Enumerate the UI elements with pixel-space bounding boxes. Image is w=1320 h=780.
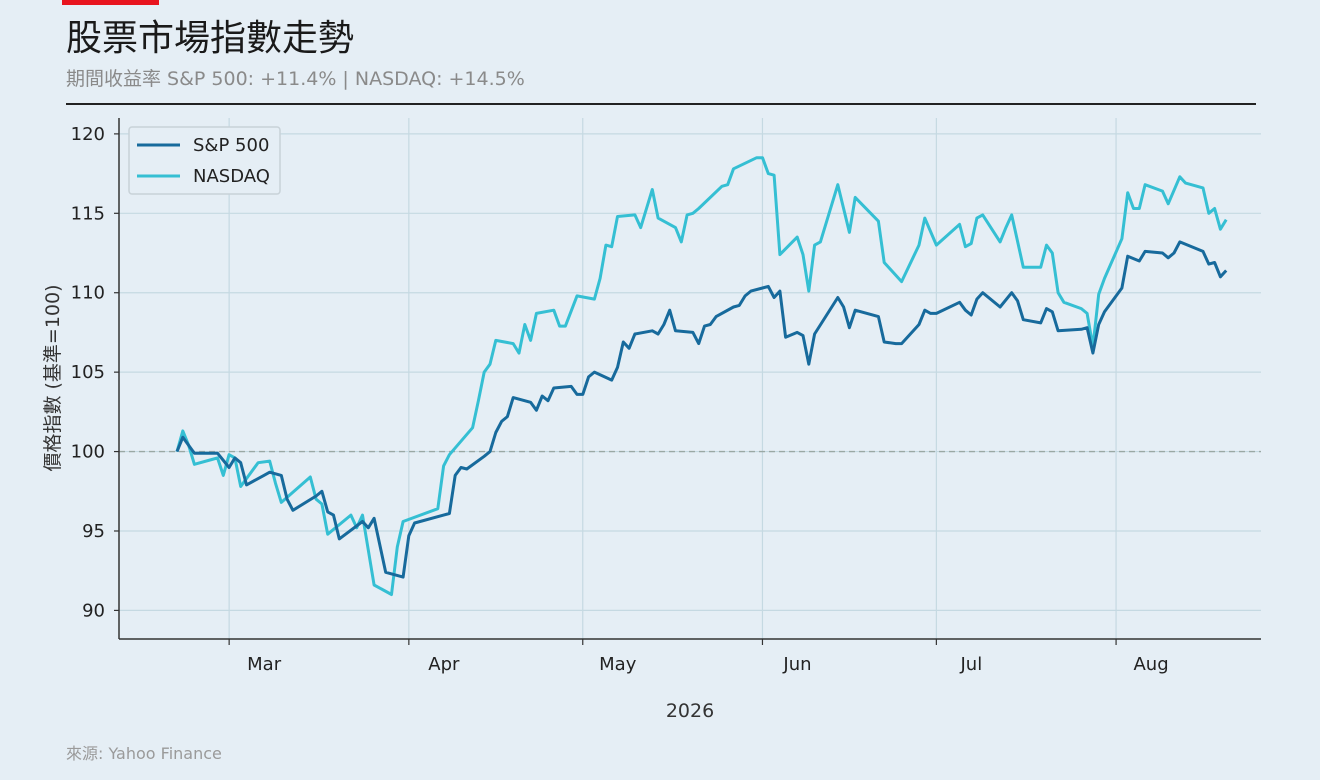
series-line-sp500 <box>175 240 1228 579</box>
legend-label-sp500: S&P 500 <box>193 135 269 156</box>
x-tick-label: Jul <box>960 654 983 675</box>
y-tick-label: 120 <box>71 124 105 145</box>
accent-bar <box>62 0 159 5</box>
tick-labels: 90 95 100 105 110 115 120 Mar Apr May Jun Jul Aug <box>71 124 1169 675</box>
y-tick-label: 90 <box>82 600 105 621</box>
source-note: 來源: Yahoo Finance <box>66 744 222 763</box>
y-tick-label: 115 <box>71 203 105 224</box>
x-tick-label: Mar <box>247 654 282 675</box>
legend-label-nasdaq: NASDAQ <box>193 166 270 187</box>
y-tick-label: 95 <box>82 521 105 542</box>
series-lines <box>175 156 1228 596</box>
y-tick-label: 100 <box>71 442 105 463</box>
legend[interactable]: S&P 500 NASDAQ <box>128 126 281 195</box>
series-line-nasdaq <box>175 156 1228 596</box>
y-tick-label: 105 <box>71 362 105 383</box>
axes <box>114 118 1261 645</box>
y-axis-label: 價格指數 (基準=100) <box>42 284 64 471</box>
chart-title: 股票市場指數走勢 <box>66 18 355 59</box>
x-axis-label: 2026 <box>666 700 714 722</box>
x-tick-label: Aug <box>1133 654 1168 675</box>
grid-lines <box>119 118 1261 639</box>
x-tick-label: May <box>599 654 637 675</box>
header-rule <box>66 103 1256 105</box>
x-tick-label: Apr <box>428 654 460 675</box>
x-tick-label: Jun <box>782 654 811 675</box>
chart-subtitle: 期間收益率 S&P 500: +11.4% | NASDAQ: +14.5% <box>66 68 525 90</box>
y-tick-label: 110 <box>71 283 105 304</box>
